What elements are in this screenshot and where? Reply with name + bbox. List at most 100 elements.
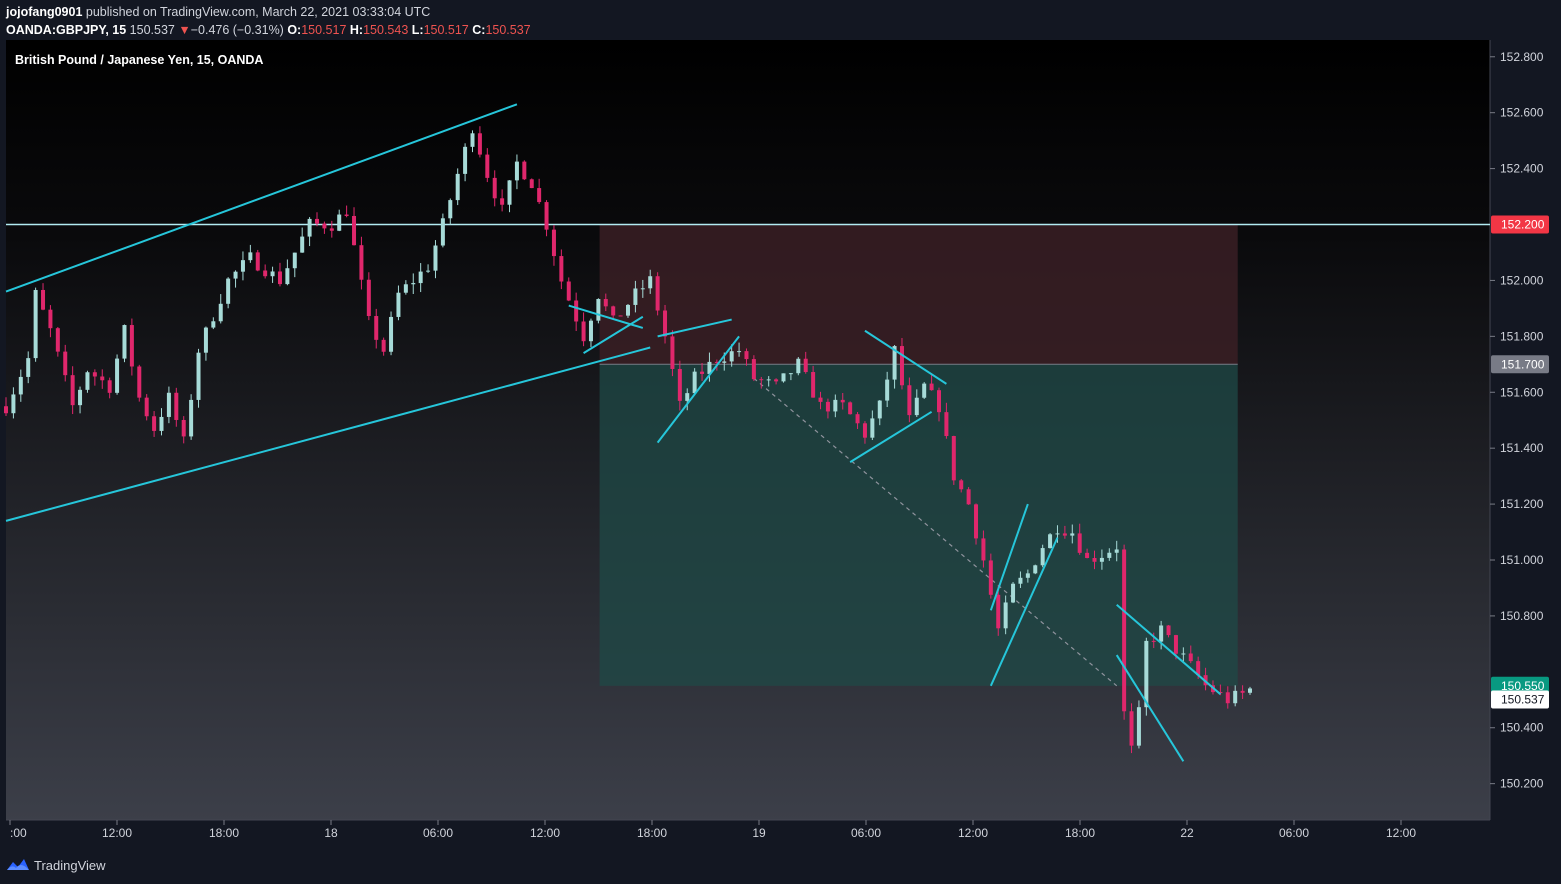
position-zones[interactable] <box>599 224 1238 687</box>
candle-body <box>996 594 1001 629</box>
candle-body <box>611 306 616 316</box>
candle-body <box>403 284 408 293</box>
candle-body <box>959 480 964 490</box>
candle-body <box>774 379 779 382</box>
trendline[interactable] <box>656 335 740 444</box>
candle-body <box>1136 707 1141 746</box>
price-axis[interactable] <box>1490 40 1561 847</box>
candle-body <box>537 188 542 203</box>
candle-body <box>692 371 697 394</box>
tradingview-logo-icon[interactable] <box>6 856 30 872</box>
candle-body <box>418 271 423 284</box>
candle-body <box>477 133 482 155</box>
price-tick-label: 151.000 <box>1500 553 1544 567</box>
candle-body <box>1233 690 1238 704</box>
candle-body <box>877 400 882 419</box>
price-tag-stop <box>1491 215 1549 234</box>
candle-body <box>1144 640 1149 708</box>
candle-body <box>485 154 490 178</box>
candle-body <box>240 260 245 272</box>
candle-body <box>470 133 475 147</box>
candle-body <box>818 397 823 402</box>
time-axis[interactable] <box>0 820 1490 847</box>
candle-body <box>1181 653 1186 655</box>
candle-body <box>152 416 157 431</box>
candle-body <box>381 339 386 352</box>
candles-group <box>4 126 1252 754</box>
candle-body <box>885 379 890 401</box>
price-chart[interactable]: British Pound / Japanese Yen, 15, OANDA … <box>0 40 1561 847</box>
symbol-label[interactable]: OANDA:GBPJPY, 15 <box>6 23 127 37</box>
candle-body <box>655 276 660 311</box>
price-tick-label: 152.600 <box>1500 106 1544 120</box>
candle-body <box>640 288 645 290</box>
candle-body <box>1218 692 1223 694</box>
candle-body <box>514 161 519 181</box>
trendline[interactable] <box>657 318 732 338</box>
candle-body <box>729 351 734 362</box>
candle-body <box>292 252 297 269</box>
candle-body <box>115 358 120 393</box>
candle-body <box>1151 640 1156 642</box>
candle-body <box>33 289 38 359</box>
trendline[interactable] <box>989 503 1029 611</box>
trendline[interactable] <box>849 410 933 464</box>
candle-body <box>633 288 638 305</box>
trendline[interactable] <box>864 329 947 385</box>
candle-body <box>929 383 934 391</box>
candle-body <box>440 218 445 246</box>
trendlines-group[interactable] <box>5 103 1222 762</box>
price-change: −0.476 (−0.31%) <box>190 23 284 37</box>
time-tick-label: 12:00 <box>530 826 560 840</box>
price-tick-label: 151.400 <box>1500 441 1544 455</box>
candle-body <box>803 358 808 373</box>
price-tag-label: 150.550 <box>1501 679 1545 693</box>
candle-body <box>1107 552 1112 558</box>
trendline[interactable] <box>1115 654 1185 762</box>
candle-body <box>1166 625 1171 636</box>
open-label: O: <box>287 23 302 37</box>
candle-body <box>937 390 941 413</box>
candle-body <box>899 346 904 386</box>
footer: TradingView <box>0 847 1561 884</box>
trendline[interactable] <box>583 315 644 354</box>
candle-body <box>307 218 312 237</box>
candle-body <box>618 315 623 317</box>
candle-body <box>374 316 379 340</box>
ohlc-line: OANDA:GBPJPY, 15 150.537 ▼−0.476 (−0.31%… <box>6 23 531 37</box>
trendline[interactable] <box>1116 603 1222 695</box>
trendline[interactable] <box>5 103 518 293</box>
candle-body <box>226 278 231 304</box>
candle-body <box>744 351 749 360</box>
candle-body <box>1248 688 1252 693</box>
candle-body <box>174 392 179 420</box>
candle-body <box>426 270 431 272</box>
take-profit-zone[interactable] <box>599 364 1238 686</box>
price-tick-label: 151.200 <box>1500 497 1544 511</box>
candle-body <box>4 406 8 414</box>
time-tick-label: 06:00 <box>851 826 881 840</box>
candle-body <box>500 198 505 205</box>
candle-body <box>848 402 853 415</box>
candle-body <box>122 325 127 359</box>
candle-body <box>551 229 556 257</box>
brand-name[interactable]: TradingView <box>34 858 106 873</box>
candle-body <box>1240 690 1245 693</box>
candle-body <box>1033 565 1038 574</box>
author-name[interactable]: jojofang0901 <box>6 5 83 19</box>
candle-body <box>203 327 208 353</box>
chart-title: British Pound / Japanese Yen, 15, OANDA <box>15 53 263 67</box>
trendline[interactable] <box>5 346 651 522</box>
candle-body <box>389 316 394 352</box>
candle-body <box>700 371 705 374</box>
stop-loss-zone[interactable] <box>599 224 1238 365</box>
price-tick-label: 151.800 <box>1500 329 1544 343</box>
candle-body <box>974 504 979 539</box>
candle-body <box>1122 549 1127 712</box>
candle-body <box>685 393 690 401</box>
trendline[interactable] <box>989 537 1059 687</box>
candle-body <box>1085 552 1090 559</box>
low-label: L: <box>411 23 424 37</box>
candle-body <box>211 321 216 328</box>
